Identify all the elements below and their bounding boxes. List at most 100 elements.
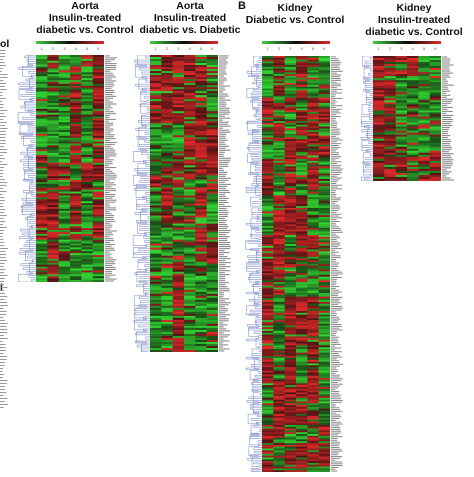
heatmap-cell — [172, 129, 185, 132]
heatmap-cell — [395, 68, 408, 71]
heatmap-cell — [161, 313, 173, 317]
gene-label-mark — [331, 327, 340, 329]
heatmap-cell — [384, 146, 396, 150]
gene-label-mark — [219, 179, 229, 181]
heatmap-cell — [195, 79, 207, 82]
heatmap-cell — [58, 226, 71, 229]
heatmap-cell — [262, 110, 274, 113]
heatmap-cell — [184, 179, 196, 182]
heatmap-cell — [206, 169, 218, 172]
heatmap-cell — [36, 220, 48, 223]
heatmap-cell — [195, 67, 207, 70]
heatmap-cell — [195, 97, 207, 100]
gene-label-mark — [219, 149, 231, 151]
dendrogram-branch — [140, 90, 147, 102]
heatmap-cell — [81, 272, 93, 275]
heatmap-cell — [206, 211, 218, 214]
heatmap-cell — [206, 177, 218, 180]
gene-label-mark — [331, 439, 337, 441]
gene-label-mark — [219, 272, 225, 274]
heatmap-cell — [407, 84, 419, 87]
dendrogram-branch — [136, 331, 147, 343]
heatmap-cell — [262, 359, 274, 362]
gene-label-mark — [331, 146, 341, 148]
heatmap-cell — [395, 58, 408, 61]
heatmap-cell — [92, 255, 104, 258]
heatmap-cell — [273, 330, 285, 334]
heatmap-cell — [307, 350, 319, 353]
heatmap-cell — [284, 260, 297, 263]
heatmap-cell — [307, 412, 319, 415]
heatmap-cell — [318, 101, 330, 104]
heatmap-cell — [172, 81, 185, 84]
heatmap-cell — [206, 261, 218, 265]
heatmap-cell — [273, 294, 285, 297]
heatmap-cell — [429, 154, 441, 158]
heatmap-cell — [429, 128, 441, 131]
heatmap-cell — [262, 367, 274, 370]
gene-label-mark — [105, 163, 113, 165]
dendrogram-branch — [135, 308, 150, 312]
dendrogram-branch — [136, 136, 150, 139]
heatmap-cell — [429, 56, 441, 59]
heatmap-cell — [284, 72, 297, 75]
heatmap-cell — [195, 145, 207, 148]
gene-label-mark — [331, 273, 343, 275]
heatmap-cell — [296, 90, 308, 93]
heatmap-cell — [81, 241, 93, 244]
gene-label-mark — [442, 143, 451, 145]
heatmap-cell — [172, 251, 185, 254]
heatmap-cell — [296, 184, 308, 187]
heatmap-cell — [92, 220, 104, 223]
heatmap-cell — [307, 381, 319, 384]
heatmap-cell — [273, 334, 285, 337]
heatmap-cell — [307, 130, 319, 133]
heatmap-cell — [36, 247, 48, 250]
heatmap-cell — [92, 137, 104, 140]
gene-label-mark — [0, 275, 8, 276]
heatmap-cell — [195, 255, 207, 258]
heatmap-cell — [296, 65, 308, 68]
dendrogram-branch — [18, 82, 36, 85]
heatmap-cell — [184, 103, 196, 106]
gene-label-mark — [219, 342, 224, 344]
heatmap-cell — [273, 135, 285, 138]
heatmap-cell — [184, 59, 196, 62]
gene-label-mark — [0, 206, 4, 207]
heatmap-cell — [395, 122, 408, 125]
gene-label-mark — [0, 236, 3, 237]
heatmap-cell — [70, 162, 82, 165]
heatmap-cell — [161, 185, 173, 188]
dendrogram-branch — [17, 112, 33, 123]
heatmap-cell — [92, 80, 104, 83]
heatmap-cell — [318, 314, 330, 317]
heatmap-cell — [184, 225, 196, 228]
heatmap-cell — [47, 270, 59, 273]
heatmap-cell — [172, 119, 185, 122]
heatmap-cell — [318, 318, 330, 321]
heatmap-cell — [58, 55, 71, 58]
gene-label-mark — [442, 90, 451, 92]
heatmap-cell — [58, 203, 71, 206]
heatmap-cell — [92, 212, 104, 215]
heatmap-cell — [318, 406, 330, 409]
heatmap-cell — [36, 210, 48, 214]
heatmap-cell — [284, 296, 297, 299]
panel-title-kidney-insulin-vs-control: Kidney Insulin-treated diabetic vs. Cont… — [354, 2, 474, 38]
heatmap-cell — [384, 94, 396, 97]
heatmap-cell — [373, 130, 385, 133]
heatmap-cell — [150, 183, 162, 186]
heatmap-cell — [284, 386, 297, 390]
heatmap-cell — [150, 143, 162, 146]
heatmap-cell — [318, 86, 330, 89]
heatmap-cell — [395, 94, 408, 97]
gene-label-mark — [105, 97, 114, 99]
heatmap-cell — [161, 259, 173, 262]
heatmap-cell — [407, 176, 419, 180]
heatmap-cell — [296, 466, 308, 469]
heatmap-cell — [206, 97, 218, 100]
heatmap-cell — [284, 368, 297, 372]
heatmap-cell — [307, 421, 319, 424]
heatmap-cell — [284, 65, 297, 68]
